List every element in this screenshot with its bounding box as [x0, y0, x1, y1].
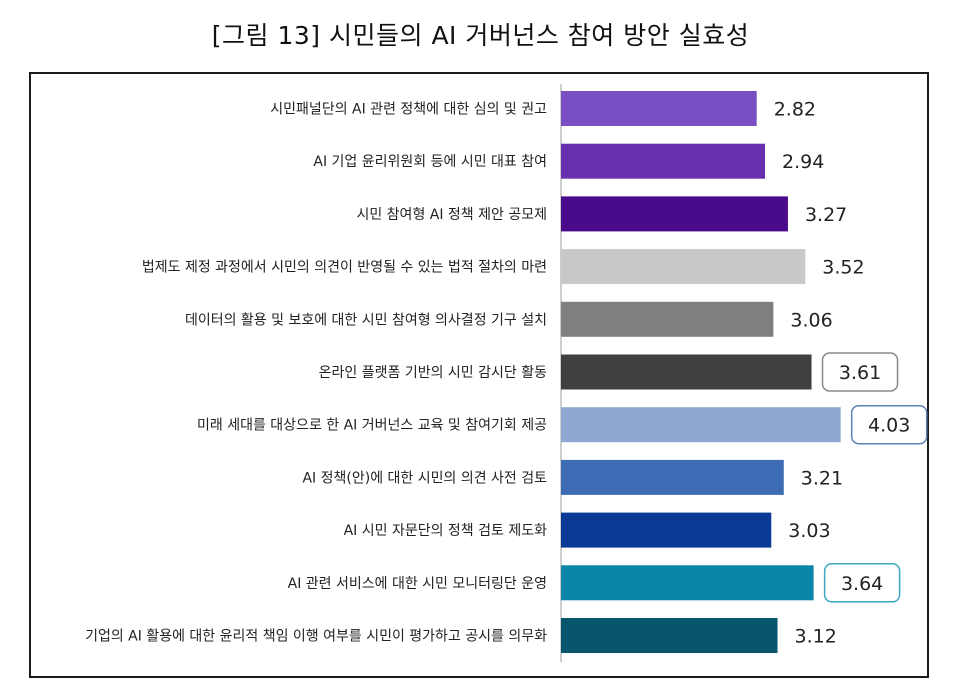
value-label: 4.03	[868, 415, 910, 437]
chart-frame	[29, 72, 929, 678]
bar	[561, 407, 841, 443]
value-label: 3.61	[839, 362, 881, 384]
value-label: 3.21	[801, 467, 843, 489]
value-highlight-box	[821, 352, 899, 392]
category-label: 기업의 AI 활용에 대한 윤리적 책임 이행 여부를 시민이 평가하고 공시를…	[85, 629, 547, 645]
value-label: 3.12	[795, 626, 837, 648]
bar	[561, 196, 788, 232]
bar	[561, 249, 806, 285]
category-label: 법제도 제정 과정에서 시민의 의견이 반영될 수 있는 법적 절차의 마련	[142, 260, 547, 276]
value-label: 3.52	[822, 257, 864, 279]
bar	[561, 143, 766, 179]
value-label: 3.03	[788, 520, 830, 542]
chart-title: [그림 13] 시민들의 AI 거버넌스 참여 방안 실효성	[211, 21, 750, 50]
bar	[561, 459, 784, 495]
category-label: 데이터의 활용 및 보호에 대한 시민 참여형 의사결정 기구 설치	[185, 312, 547, 328]
value-label: 3.64	[841, 573, 883, 595]
category-label: 온라인 플랫폼 기반의 시민 감시단 활동	[319, 365, 547, 381]
bar	[561, 354, 812, 390]
value-label: 2.82	[774, 99, 816, 121]
value-highlight-box	[823, 563, 901, 603]
category-label: AI 관련 서비스에 대한 시민 모니터링단 운영	[288, 576, 547, 592]
category-label: 미래 세대를 대상으로 한 AI 거버넌스 교육 및 참여기회 제공	[197, 418, 547, 434]
value-label: 3.27	[805, 204, 847, 226]
category-label: 시민 참여형 AI 정책 제안 공모제	[356, 207, 547, 223]
value-highlight-box	[850, 404, 928, 445]
category-label: AI 정책(안)에 대한 시민의 의견 사전 검토	[302, 470, 547, 486]
category-label: 시민패널단의 AI 관련 정책에 대한 심의 및 권고	[270, 102, 547, 118]
bar	[561, 512, 772, 548]
bar	[561, 565, 814, 601]
category-label: AI 시민 자문단의 정책 검토 제도화	[344, 523, 548, 539]
bar	[561, 618, 778, 653]
value-label: 3.06	[790, 309, 832, 331]
bar	[561, 91, 757, 126]
category-label: AI 기업 윤리위원회 등에 시민 대표 참여	[313, 154, 547, 170]
value-label: 2.94	[782, 151, 824, 173]
bar	[561, 301, 774, 337]
